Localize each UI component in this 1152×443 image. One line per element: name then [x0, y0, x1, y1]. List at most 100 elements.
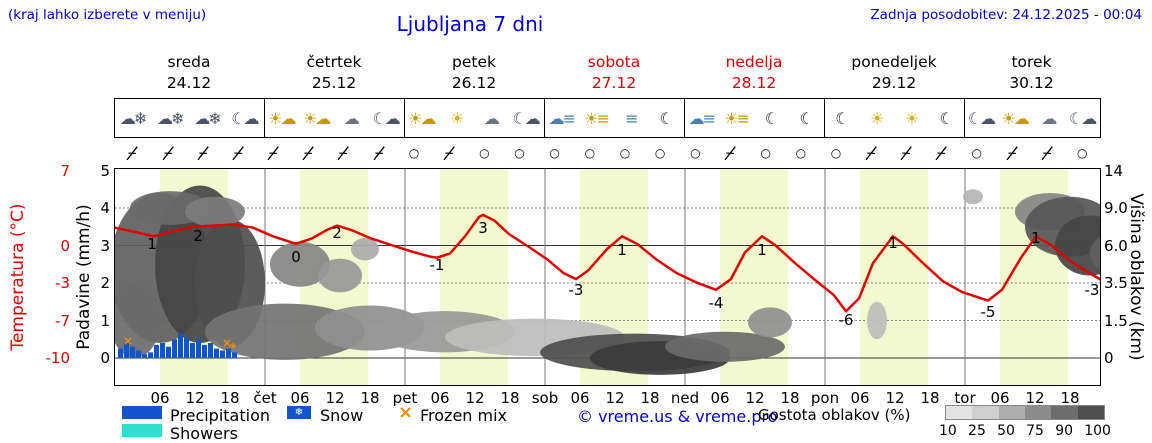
menu-hint: (kraj lahko izberete v meniju)	[8, 7, 207, 23]
legend-showers-label: Showers	[170, 424, 238, 443]
day-name: nedelja	[725, 53, 783, 71]
weather-icon: ☾	[799, 108, 813, 128]
cloud-blob	[351, 238, 379, 261]
copyright-link[interactable]: © vreme.us & vreme.pro	[577, 407, 778, 426]
icon-day-group: ☀☁ ☀☁ ☁ ☾☁	[265, 99, 405, 137]
wind-icon: ○	[467, 139, 502, 166]
temperature-value-label: -3	[569, 281, 584, 299]
precipitation-tick: 5	[100, 162, 110, 180]
wind-calm-icon: ○	[795, 145, 807, 160]
weather-icon: ☾	[764, 108, 779, 128]
weather-icon: ☁❄	[194, 108, 221, 128]
x-tick: 12	[465, 389, 485, 407]
legend-frozen-mix-label: Frozen mix	[420, 406, 508, 425]
weather-icon: ☀	[869, 108, 884, 128]
wind-icon: ∤	[889, 139, 924, 166]
weather-icon: ☁❄	[157, 108, 184, 128]
x-tick: 18	[640, 389, 660, 407]
weather-icon: ☾☁	[967, 108, 996, 128]
wind-barb-icon: ∤	[123, 142, 143, 163]
x-tick: 06	[150, 389, 170, 407]
x-tick: pon	[810, 389, 840, 407]
wind-barb-icon: ∤	[298, 142, 318, 163]
day-date: 26.12	[451, 74, 497, 92]
x-tick: 06	[430, 389, 450, 407]
precipitation-bar	[226, 348, 231, 358]
weather-icon: ☀☁	[1001, 108, 1029, 128]
wind-barb-icon: ∤	[369, 142, 389, 163]
temperature-value-label: -4	[709, 294, 724, 312]
precipitation-axis-label: Padavine (mm/h)	[74, 204, 94, 350]
cloud-density-scale-value: 100	[1084, 423, 1111, 439]
wind-calm-icon: ○	[408, 145, 420, 160]
x-tick: 06	[290, 389, 310, 407]
day-date: 28.12	[731, 74, 777, 92]
wind-icon: ○	[959, 139, 994, 166]
wind-icon: ∤	[1029, 139, 1064, 166]
day-name: sobota	[587, 53, 641, 71]
weather-icon: ☀☁	[408, 108, 436, 128]
temperature-value-label: -6	[839, 311, 854, 329]
temperature-value-label: -5	[981, 303, 996, 321]
snow-swatch: ❄	[287, 406, 311, 419]
weather-icon: ☾☁	[1068, 108, 1097, 128]
day-headers: sreda 24.12 četrtek 25.12 petek 26.12 sobota 27…	[114, 52, 1101, 94]
cloud-blob	[270, 241, 330, 287]
weather-icon: ☀	[904, 108, 919, 128]
x-tick: 18	[920, 389, 940, 407]
temperature-ticks: 7 0 -3 -7 -10	[38, 0, 71, 443]
cloud-blob	[963, 189, 983, 205]
precipitation-bar	[148, 352, 153, 358]
frozen-mix-marker: *	[230, 341, 237, 355]
cloud-height-ticks: 14 9.0 6.0 3.5 1.5 0	[1104, 0, 1140, 443]
legend-snow-label: Snow	[320, 406, 364, 425]
icon-day-group: ☁≡ ☀≡ ≡ ☾	[545, 99, 685, 137]
x-tick: čet	[253, 389, 277, 407]
precipitation-bar	[202, 344, 207, 358]
wind-calm-icon: ○	[830, 145, 842, 160]
temperature-value-label: 1	[147, 235, 157, 253]
precipitation-bar	[136, 350, 141, 358]
wind-calm-icon: ○	[584, 145, 596, 160]
weather-icon: ☾☁	[512, 108, 540, 128]
precipitation-bar	[220, 350, 225, 358]
wind-icon: ∤	[713, 139, 748, 166]
icon-day-group: ☀☁ ☀ ☁ ☾☁	[405, 99, 545, 137]
wind-barb-icon: ∤	[720, 142, 741, 163]
wind-icon: ○	[537, 139, 572, 166]
temperature-value-label: 1	[1031, 229, 1041, 247]
day-date: 30.12	[1009, 74, 1054, 92]
wind-icon: ∤	[256, 139, 291, 166]
day-date: 27.12	[591, 74, 637, 92]
cloud-blob	[1055, 215, 1100, 276]
wind-calm-icon: ○	[549, 145, 560, 160]
icon-day-group: ☁❄ ☁❄ ☁❄ ☾☁	[115, 99, 265, 137]
wind-icon: ○	[502, 139, 537, 166]
page-title: Ljubljana 7 dni	[396, 12, 544, 36]
temperature-value-label: 2	[332, 224, 342, 242]
x-tick: 06	[710, 389, 730, 407]
weather-icon: ☁≡	[688, 108, 716, 128]
wind-icon: ∤	[854, 139, 889, 166]
x-tick: 12	[185, 389, 205, 407]
temperature-value-label: 1	[888, 234, 898, 252]
frozen-mix-marker: ×	[222, 336, 232, 350]
x-tick: ned	[670, 389, 700, 407]
weather-icon: ☁	[1041, 108, 1057, 128]
weather-icon: ☁	[483, 108, 500, 128]
cloud-height-tick: 9.0	[1104, 199, 1128, 217]
precipitation-bar	[184, 337, 189, 358]
precipitation-bar	[160, 343, 165, 358]
cloud-height-tick: 6.0	[1104, 237, 1128, 255]
wind-calm-icon: ○	[690, 145, 701, 160]
cloud-height-tick: 0	[1104, 349, 1114, 367]
wind-icon: ○	[643, 139, 678, 166]
wind-icon: ∤	[326, 139, 361, 166]
precipitation-ticks: 5 4 3 2 1 0	[94, 0, 110, 443]
precipitation-tick: 0	[100, 349, 110, 367]
cloud-density-scale-segment	[998, 406, 1025, 419]
cloud-density-scale-bar	[945, 405, 1105, 420]
temperature-axis-label: Temperatura (°C)	[8, 203, 28, 351]
cloud-blob	[748, 307, 792, 338]
